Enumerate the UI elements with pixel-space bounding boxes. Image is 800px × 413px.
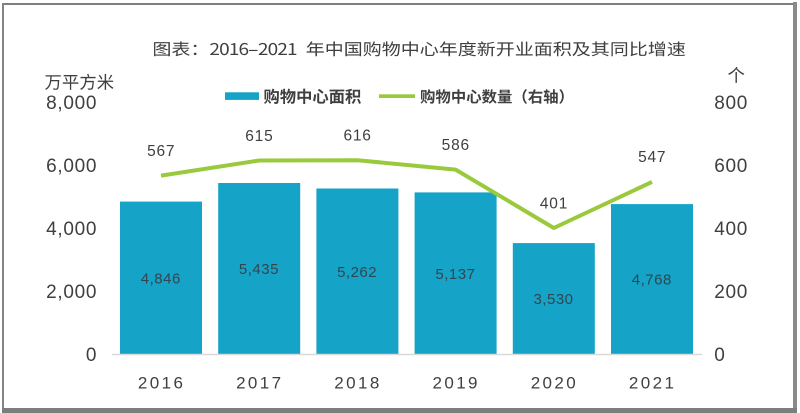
svg-text:800: 800 — [714, 93, 748, 114]
svg-text:200: 200 — [714, 282, 748, 303]
svg-text:2021: 2021 — [629, 374, 676, 393]
svg-text:5,435: 5,435 — [239, 261, 279, 278]
svg-text:4,846: 4,846 — [141, 271, 181, 288]
svg-text:400: 400 — [714, 219, 748, 240]
svg-text:0: 0 — [86, 345, 97, 366]
svg-text:4,000: 4,000 — [46, 219, 97, 240]
svg-text:2,000: 2,000 — [46, 282, 97, 303]
svg-text:567: 567 — [147, 143, 175, 160]
svg-text:547: 547 — [638, 149, 666, 166]
svg-text:2018: 2018 — [334, 374, 381, 393]
svg-text:2017: 2017 — [236, 374, 283, 393]
svg-text:615: 615 — [245, 128, 273, 145]
svg-text:2016: 2016 — [138, 374, 185, 393]
svg-text:586: 586 — [442, 137, 470, 154]
svg-text:2020: 2020 — [531, 374, 578, 393]
svg-text:4,768: 4,768 — [632, 272, 672, 289]
svg-text:616: 616 — [343, 128, 371, 145]
svg-text:3,530: 3,530 — [533, 291, 573, 308]
svg-text:2019: 2019 — [432, 374, 479, 393]
svg-text:5,262: 5,262 — [337, 264, 377, 281]
svg-text:5,137: 5,137 — [435, 266, 475, 283]
svg-text:600: 600 — [714, 156, 748, 177]
svg-text:8,000: 8,000 — [46, 93, 97, 114]
svg-text:6,000: 6,000 — [46, 156, 97, 177]
svg-text:401: 401 — [540, 195, 568, 212]
svg-text:0: 0 — [714, 345, 725, 366]
